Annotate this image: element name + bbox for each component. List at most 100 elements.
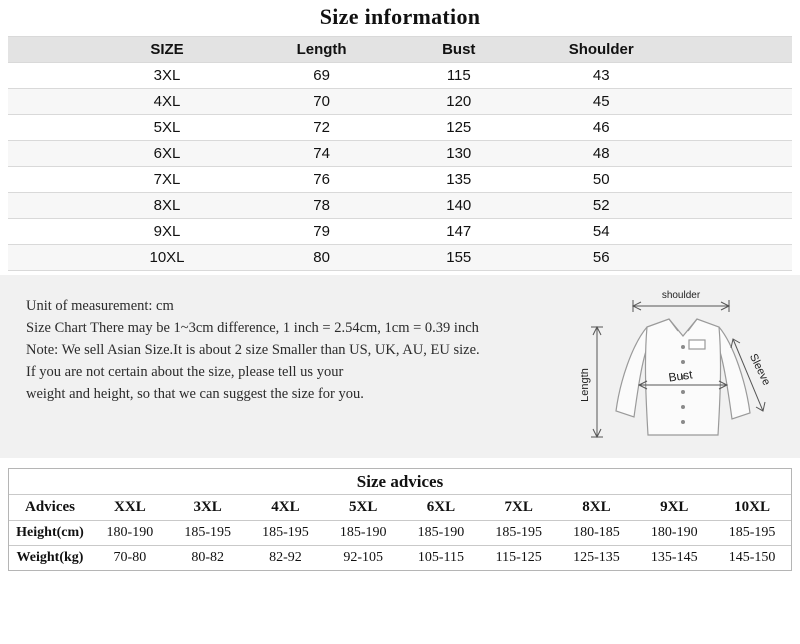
size-advices-title: Size advices — [9, 469, 791, 495]
cell-size: 7XL — [8, 166, 252, 193]
cell-shoulder: 54 — [525, 218, 792, 245]
cell-length: 69 — [251, 62, 393, 89]
advice-row-label: Weight(kg) — [16, 549, 84, 565]
advice-column-header: 4XL — [246, 495, 325, 521]
length-label: Length — [581, 368, 591, 402]
note-line: If you are not certain about the size, p… — [26, 364, 344, 380]
table-row: 4XL 70 120 45 — [8, 88, 792, 115]
advice-cell: 70-80 — [113, 549, 147, 565]
table-row: 5XL 72 125 46 — [8, 114, 792, 141]
advice-cell: 80-82 — [191, 549, 224, 565]
size-advices-section: Size advices Advices XXL 3XL 4XL 5XL 6XL… — [8, 468, 792, 571]
advice-cell: 180-185 — [557, 520, 636, 546]
size-table: SIZE Length Bust Shoulder 3XL 69 115 43 … — [8, 36, 792, 271]
note-line: Note: We sell Asian Size.It is about 2 s… — [26, 342, 480, 358]
page-title: Size information — [319, 4, 481, 29]
measurement-notes: Unit of measurement: cm Size Chart There… — [26, 289, 566, 407]
cell-length: 78 — [251, 192, 393, 219]
table-row: 9XL 79 147 54 — [8, 218, 792, 245]
advice-column-header: Advices — [9, 495, 91, 521]
advice-cell: 185-195 — [168, 520, 247, 546]
cell-size: 10XL — [8, 244, 252, 271]
cell-shoulder: 56 — [525, 244, 792, 271]
advice-column-header: XXL — [91, 495, 169, 521]
cell-shoulder: 52 — [525, 192, 792, 219]
table-row: 6XL 74 130 48 — [8, 140, 792, 167]
cell-length: 70 — [251, 88, 393, 115]
advice-cell: 185-195 — [713, 520, 791, 546]
cell-bust: 125 — [392, 114, 526, 141]
column-header-size: SIZE — [8, 36, 252, 63]
column-header-bust: Bust — [392, 36, 526, 63]
cell-bust: 130 — [392, 140, 526, 167]
advice-cell: 185-195 — [246, 520, 325, 546]
column-header-shoulder: Shoulder — [525, 36, 792, 63]
cell-length: 74 — [251, 140, 393, 167]
notes-and-diagram-band: Unit of measurement: cm Size Chart There… — [0, 275, 800, 458]
cell-size: 4XL — [8, 88, 252, 115]
cell-shoulder: 48 — [525, 140, 792, 167]
cell-size: 9XL — [8, 218, 252, 245]
table-row: 7XL 76 135 50 — [8, 166, 792, 193]
table-row: 10XL 80 155 56 — [8, 244, 792, 271]
cell-size: 5XL — [8, 114, 252, 141]
cell-length: 79 — [251, 218, 393, 245]
cell-shoulder: 45 — [525, 88, 792, 115]
garment-diagram-svg: shoulder — [579, 290, 772, 439]
cell-bust: 140 — [392, 192, 526, 219]
advice-cell: 180-190 — [91, 520, 169, 546]
advice-cell: 185-195 — [479, 520, 558, 546]
advice-header-row: Advices XXL 3XL 4XL 5XL 6XL 7XL 8XL 9XL … — [9, 495, 791, 521]
bust-label: Bust — [668, 367, 694, 384]
advice-cell: 115-125 — [495, 549, 542, 565]
note-line: Size Chart There may be 1~3cm difference… — [26, 320, 479, 336]
advice-cell: 185-190 — [402, 520, 480, 546]
cell-bust: 147 — [392, 218, 526, 245]
advice-column-header: 9XL — [635, 495, 714, 521]
note-line: weight and height, so that we can sugges… — [26, 386, 364, 402]
advice-column-header: 6XL — [402, 495, 480, 521]
advice-row-weight: Weight(kg) 70-80 80-82 82-92 92-105 105-… — [9, 545, 791, 570]
shoulder-arrow — [631, 300, 731, 312]
cell-size: 6XL — [8, 140, 252, 167]
advice-cell: 145-150 — [728, 549, 776, 565]
length-arrow — [591, 325, 603, 439]
cell-bust: 135 — [392, 166, 526, 193]
cell-bust: 155 — [392, 244, 526, 271]
shoulder-label: shoulder — [662, 290, 701, 301]
cell-bust: 115 — [392, 62, 526, 89]
cell-size: 3XL — [8, 62, 252, 89]
cell-shoulder: 46 — [525, 114, 792, 141]
cell-length: 76 — [251, 166, 393, 193]
note-line: Unit of measurement: cm — [26, 298, 174, 314]
advice-row-height: Height(cm) 180-190 185-195 185-195 185-1… — [9, 520, 791, 546]
advice-cell: 82-92 — [269, 549, 302, 565]
advice-cell: 135-145 — [650, 549, 698, 565]
size-advices-table: Advices XXL 3XL 4XL 5XL 6XL 7XL 8XL 9XL … — [9, 495, 791, 570]
sleeve-arrow — [730, 338, 766, 412]
table-row: 3XL 69 115 43 — [8, 62, 792, 89]
advice-column-header: 7XL — [479, 495, 558, 521]
column-header-length: Length — [251, 36, 393, 63]
advice-column-header: 10XL — [713, 495, 791, 521]
advice-cell: 185-190 — [324, 520, 403, 546]
bust-arrow — [637, 380, 729, 390]
cell-shoulder: 50 — [525, 166, 792, 193]
advice-column-header: 5XL — [324, 495, 403, 521]
jacket-buttons — [681, 345, 685, 424]
advice-column-header: 8XL — [557, 495, 636, 521]
advice-cell: 125-135 — [573, 549, 620, 565]
advice-row-label: Height(cm) — [9, 520, 91, 546]
cell-size: 8XL — [8, 192, 252, 219]
advice-cell: 92-105 — [343, 549, 384, 565]
size-table-header-row: SIZE Length Bust Shoulder — [8, 36, 792, 63]
cell-bust: 120 — [392, 88, 526, 115]
advice-column-header: 3XL — [168, 495, 247, 521]
size-information-page: Size information SIZE Length Bust Should… — [0, 4, 800, 571]
cell-length: 72 — [251, 114, 393, 141]
table-row: 8XL 78 140 52 — [8, 192, 792, 219]
cell-length: 80 — [251, 244, 393, 271]
advice-cell: 180-190 — [635, 520, 714, 546]
chest-pocket — [688, 339, 706, 350]
garment-measurement-diagram: shoulder — [579, 289, 786, 452]
